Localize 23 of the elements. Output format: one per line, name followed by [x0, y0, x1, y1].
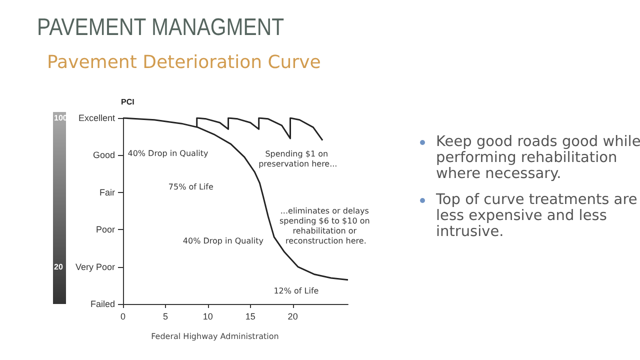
x-tick-label: 10	[202, 312, 213, 322]
annotation: 40% Drop in Quality	[182, 236, 264, 246]
x-tick-label: 20	[288, 312, 298, 322]
chart-subtitle: Pavement Deterioration Curve	[47, 52, 321, 73]
annotation: Spending $1 on preservation here...	[258, 149, 338, 168]
text: Poor	[96, 224, 115, 235]
text: Good	[92, 150, 115, 160]
y-axis-title: PCI	[121, 98, 134, 106]
annotation: 40% Drop in Quality	[128, 148, 209, 158]
x-tick-label: 0	[120, 312, 126, 322]
chart-title: PAVEMENT MANAGMENT	[37, 14, 284, 42]
text: Failed	[90, 299, 115, 309]
annotation: 75% of Life	[168, 182, 214, 192]
text: Excellent	[78, 113, 116, 123]
x-tick-label: 5	[162, 312, 168, 322]
annotation: 12% of Life	[274, 286, 319, 296]
text: Top of curve treatments are less expensive and less intrusive.	[436, 192, 638, 240]
x-tick-label: 15	[245, 312, 256, 322]
annotation: ...eliminates or delays spending $6 to $10 on rehabilitation or reconstruction here.	[279, 206, 372, 246]
text: Fair	[100, 187, 115, 198]
text: Keep good roads good while performing rehabilitation where necessary.	[436, 134, 640, 182]
text: Very Poor	[75, 262, 115, 272]
text: Federal Highway Administration	[150, 332, 280, 341]
